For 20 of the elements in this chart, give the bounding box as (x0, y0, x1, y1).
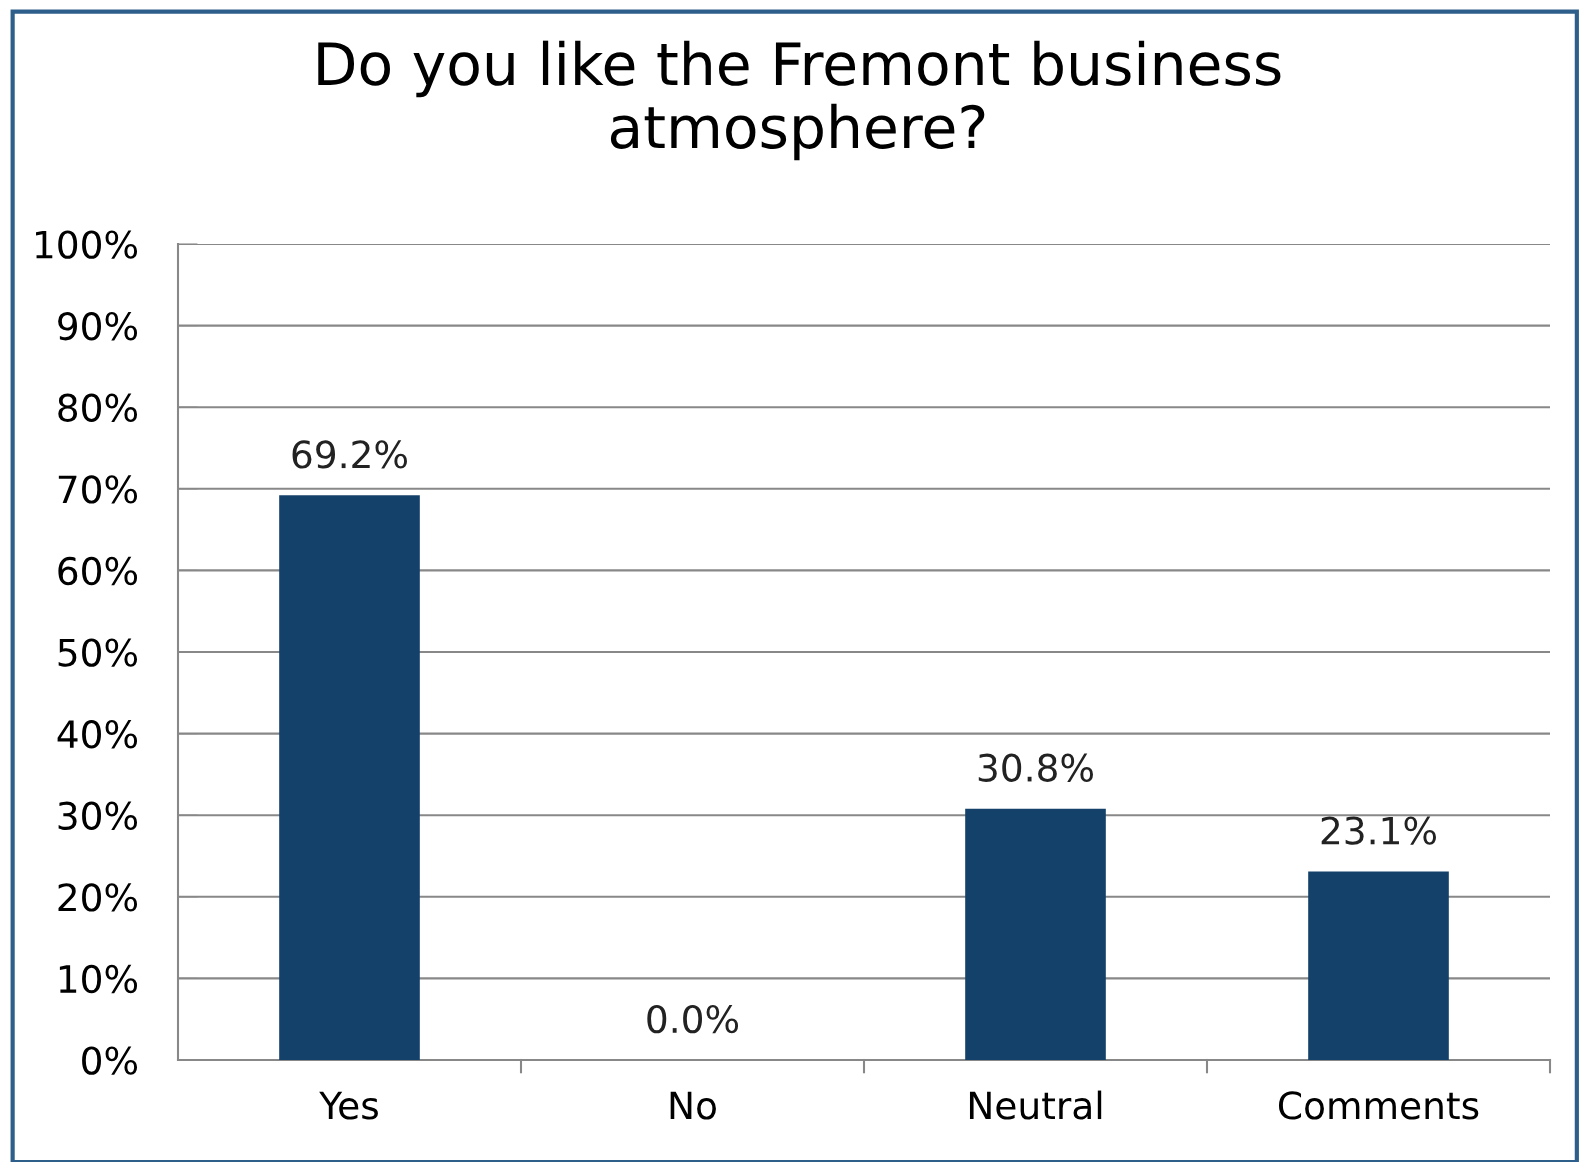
data-label: 0.0% (647, 1004, 739, 1034)
x-tick-label: Comments (1278, 1091, 1479, 1120)
y-tick-label: 40% (57, 720, 138, 749)
y-tick-label: 0% (82, 1046, 138, 1075)
x-tick-label: Yes (319, 1091, 378, 1120)
x-tick-label: Neutral (969, 1090, 1102, 1120)
y-tick-label: 90% (58, 312, 138, 341)
y-tick-label: 80% (58, 393, 138, 422)
y-tick-label: 30% (58, 801, 138, 830)
y-tick-label: 20% (58, 883, 138, 912)
y-tick-label: 60% (58, 556, 138, 586)
y-tick-label: 100% (36, 230, 138, 259)
chart-title: Do you like the Fremont business atmosphere? (318, 40, 1281, 161)
y-tick-label: 70% (58, 475, 138, 504)
data-label: 23.1% (1321, 816, 1436, 845)
x-tick-label: No (670, 1091, 716, 1120)
data-label: 30.8% (978, 753, 1093, 782)
y-tick-label: 10% (59, 964, 138, 994)
y-tick-label: 50% (58, 638, 138, 667)
data-label: 69.2% (292, 440, 407, 469)
